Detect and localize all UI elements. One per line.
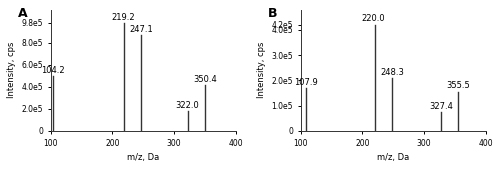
Text: 219.2: 219.2 — [111, 13, 135, 22]
Text: 248.3: 248.3 — [380, 68, 404, 77]
Y-axis label: Intensity, cps: Intensity, cps — [257, 42, 266, 98]
Text: A: A — [18, 7, 27, 20]
Text: 247.1: 247.1 — [130, 25, 154, 34]
Y-axis label: Intensity, cps: Intensity, cps — [7, 42, 16, 98]
Text: 327.4: 327.4 — [429, 102, 453, 111]
X-axis label: m/z, Da: m/z, Da — [377, 153, 410, 162]
Text: B: B — [268, 7, 277, 20]
Text: 322.0: 322.0 — [176, 101, 200, 111]
Text: 220.0: 220.0 — [362, 14, 386, 23]
Text: 107.9: 107.9 — [294, 78, 318, 87]
Text: 104.2: 104.2 — [42, 66, 65, 75]
Text: 350.4: 350.4 — [194, 75, 217, 84]
Text: 355.5: 355.5 — [446, 81, 470, 90]
X-axis label: m/z, Da: m/z, Da — [127, 153, 160, 162]
